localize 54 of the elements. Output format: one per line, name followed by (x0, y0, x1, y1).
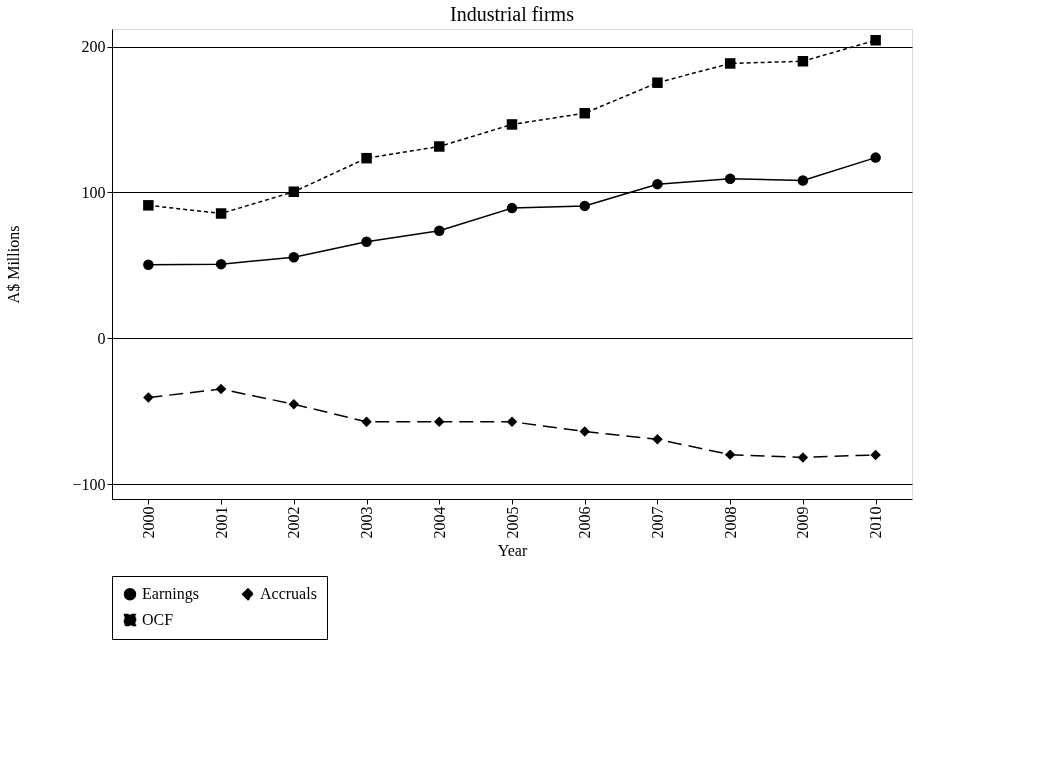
x-tick-label: 2007 (648, 506, 666, 539)
point (215, 258, 227, 270)
point (870, 449, 881, 461)
x-tick-label: 2010 (867, 506, 885, 539)
point (506, 416, 518, 428)
point (652, 434, 663, 445)
x-tick-label: 2009 (794, 506, 812, 539)
y-tick-label: 0 (97, 329, 106, 347)
point (724, 58, 736, 69)
point (215, 383, 227, 395)
point (506, 202, 518, 214)
x-tick-label: 2002 (285, 506, 303, 539)
point (434, 225, 445, 236)
point (361, 236, 372, 248)
point (361, 152, 372, 164)
point (506, 119, 518, 130)
point (652, 178, 663, 190)
point (797, 175, 809, 186)
point (579, 426, 590, 437)
x-axis-title: Year (497, 541, 528, 559)
legend-label: Earnings (142, 585, 199, 604)
point (215, 208, 227, 219)
y-tick-label: 200 (81, 38, 106, 56)
x-tick-label: 2001 (212, 506, 230, 539)
point (652, 77, 663, 88)
point (288, 252, 300, 263)
y-tick-label: 100 (81, 183, 106, 201)
point (579, 107, 590, 119)
y-axis-title: A$ Millions (5, 225, 23, 304)
point (870, 35, 881, 46)
x-tick-label: 2005 (503, 506, 521, 539)
point (288, 186, 300, 197)
point (870, 152, 881, 163)
point (579, 200, 590, 212)
point (434, 141, 445, 152)
point (288, 399, 300, 410)
x-tick-label: 2004 (430, 506, 448, 539)
x-tick-label: 2003 (358, 506, 376, 539)
x-tick-label: 2000 (139, 506, 157, 539)
point (724, 449, 736, 460)
legend-label: Accruals (260, 585, 317, 603)
x-tick-label: 2008 (721, 506, 739, 539)
point (143, 200, 154, 211)
point (797, 56, 809, 67)
y-tick-label: −100 (72, 475, 106, 493)
legend-label: OCF (142, 611, 174, 628)
point (434, 416, 445, 428)
point (143, 259, 154, 270)
point (143, 392, 154, 403)
point (361, 416, 372, 428)
x-tick-label: 2006 (576, 506, 594, 539)
point (797, 452, 809, 463)
point (724, 173, 736, 184)
chart-title: Industrial firms (450, 3, 575, 25)
